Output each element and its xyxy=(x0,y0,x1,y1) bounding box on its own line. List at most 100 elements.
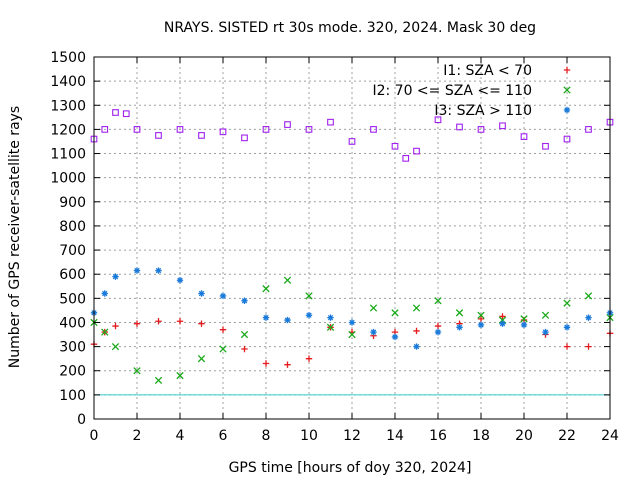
x-tick-label: 20 xyxy=(515,428,533,444)
y-tick-label: 800 xyxy=(59,219,86,235)
data-point xyxy=(348,330,356,339)
data-point xyxy=(348,138,356,145)
series-3 xyxy=(90,267,614,350)
x-tick-label: 2 xyxy=(133,428,142,444)
y-tick-label: 1000 xyxy=(50,171,86,187)
data-point xyxy=(112,322,119,330)
data-point xyxy=(133,320,141,327)
data-point xyxy=(520,133,528,140)
y-tick-label: 600 xyxy=(59,267,86,283)
x-tick-label: 6 xyxy=(219,428,228,444)
data-point xyxy=(219,345,227,353)
data-point xyxy=(155,267,162,274)
x-tick-label: 14 xyxy=(386,428,404,444)
data-point xyxy=(305,126,313,133)
data-point xyxy=(370,328,377,336)
data-point xyxy=(176,126,184,133)
data-point xyxy=(154,376,163,385)
y-tick-label: 1100 xyxy=(50,147,86,163)
data-point xyxy=(305,292,313,300)
data-point xyxy=(477,315,485,323)
data-point xyxy=(402,155,410,162)
data-point xyxy=(133,126,141,133)
data-point xyxy=(241,134,248,142)
data-point xyxy=(133,267,141,274)
data-point xyxy=(585,343,592,350)
y-tick-label: 300 xyxy=(59,340,86,356)
data-point xyxy=(585,314,592,321)
y-tick-label: 1200 xyxy=(50,122,86,138)
axis-ticks: 0100200300400500600700800900100011001200… xyxy=(50,50,619,444)
data-point xyxy=(101,126,109,133)
data-point xyxy=(176,277,184,284)
series-4 xyxy=(90,109,614,162)
data-point xyxy=(391,333,399,341)
data-point xyxy=(520,321,528,329)
data-point xyxy=(262,126,270,133)
data-point xyxy=(122,110,130,118)
data-point xyxy=(584,292,593,300)
data-point xyxy=(133,367,141,375)
x-tick-label: 24 xyxy=(601,428,619,444)
data-point xyxy=(563,343,571,350)
data-point xyxy=(434,297,442,305)
x-tick-label: 18 xyxy=(472,428,490,444)
data-point xyxy=(101,328,109,336)
data-point xyxy=(520,315,528,323)
data-point xyxy=(413,343,420,350)
y-tick-label: 0 xyxy=(77,412,86,428)
data-point xyxy=(198,320,205,327)
data-point xyxy=(262,360,270,367)
data-point xyxy=(284,121,291,128)
data-point xyxy=(499,313,506,320)
data-point xyxy=(241,297,248,304)
y-tick-label: 900 xyxy=(59,195,86,211)
x-tick-label: 4 xyxy=(176,428,185,444)
data-point xyxy=(284,361,291,368)
legend-label: I2: 70 <= SZA <= 110 xyxy=(372,83,532,99)
data-point xyxy=(541,311,550,319)
series-2 xyxy=(90,276,614,385)
grid xyxy=(94,57,610,419)
y-tick-label: 200 xyxy=(59,364,86,380)
data-point xyxy=(219,326,227,333)
x-tick-label: 22 xyxy=(558,428,576,444)
x-tick-label: 0 xyxy=(90,428,99,444)
data-point xyxy=(370,126,377,133)
data-point xyxy=(176,318,184,325)
data-point xyxy=(434,328,442,336)
y-tick-label: 400 xyxy=(59,315,86,331)
data-point xyxy=(198,290,205,297)
data-point xyxy=(284,316,291,324)
data-point xyxy=(563,135,571,143)
data-point xyxy=(112,273,119,280)
data-point xyxy=(262,285,270,293)
data-point xyxy=(240,330,249,339)
y-tick-label: 500 xyxy=(59,291,86,307)
x-tick-label: 16 xyxy=(429,428,447,444)
data-point xyxy=(155,132,162,139)
data-point xyxy=(455,309,464,317)
y-tick-label: 1400 xyxy=(50,74,86,90)
legend-label: I1: SZA < 70 xyxy=(443,63,532,79)
legend-marker xyxy=(563,106,571,114)
data-point xyxy=(262,314,270,321)
data-point xyxy=(219,292,227,300)
legend-marker xyxy=(563,86,571,94)
data-point xyxy=(326,323,335,331)
data-point xyxy=(101,290,108,297)
data-point xyxy=(391,142,399,150)
x-tick-label: 12 xyxy=(343,428,361,444)
data-point xyxy=(413,147,420,155)
data-point xyxy=(176,371,184,380)
data-point xyxy=(563,324,571,331)
data-point xyxy=(563,299,571,307)
data-point xyxy=(283,276,292,284)
data-point xyxy=(434,116,442,124)
y-tick-label: 1300 xyxy=(50,98,86,114)
legend-marker xyxy=(563,66,571,74)
data-point xyxy=(412,304,421,312)
data-point xyxy=(413,327,420,335)
y-axis-label: Number of GPS receiver-satellite rays xyxy=(7,106,23,368)
